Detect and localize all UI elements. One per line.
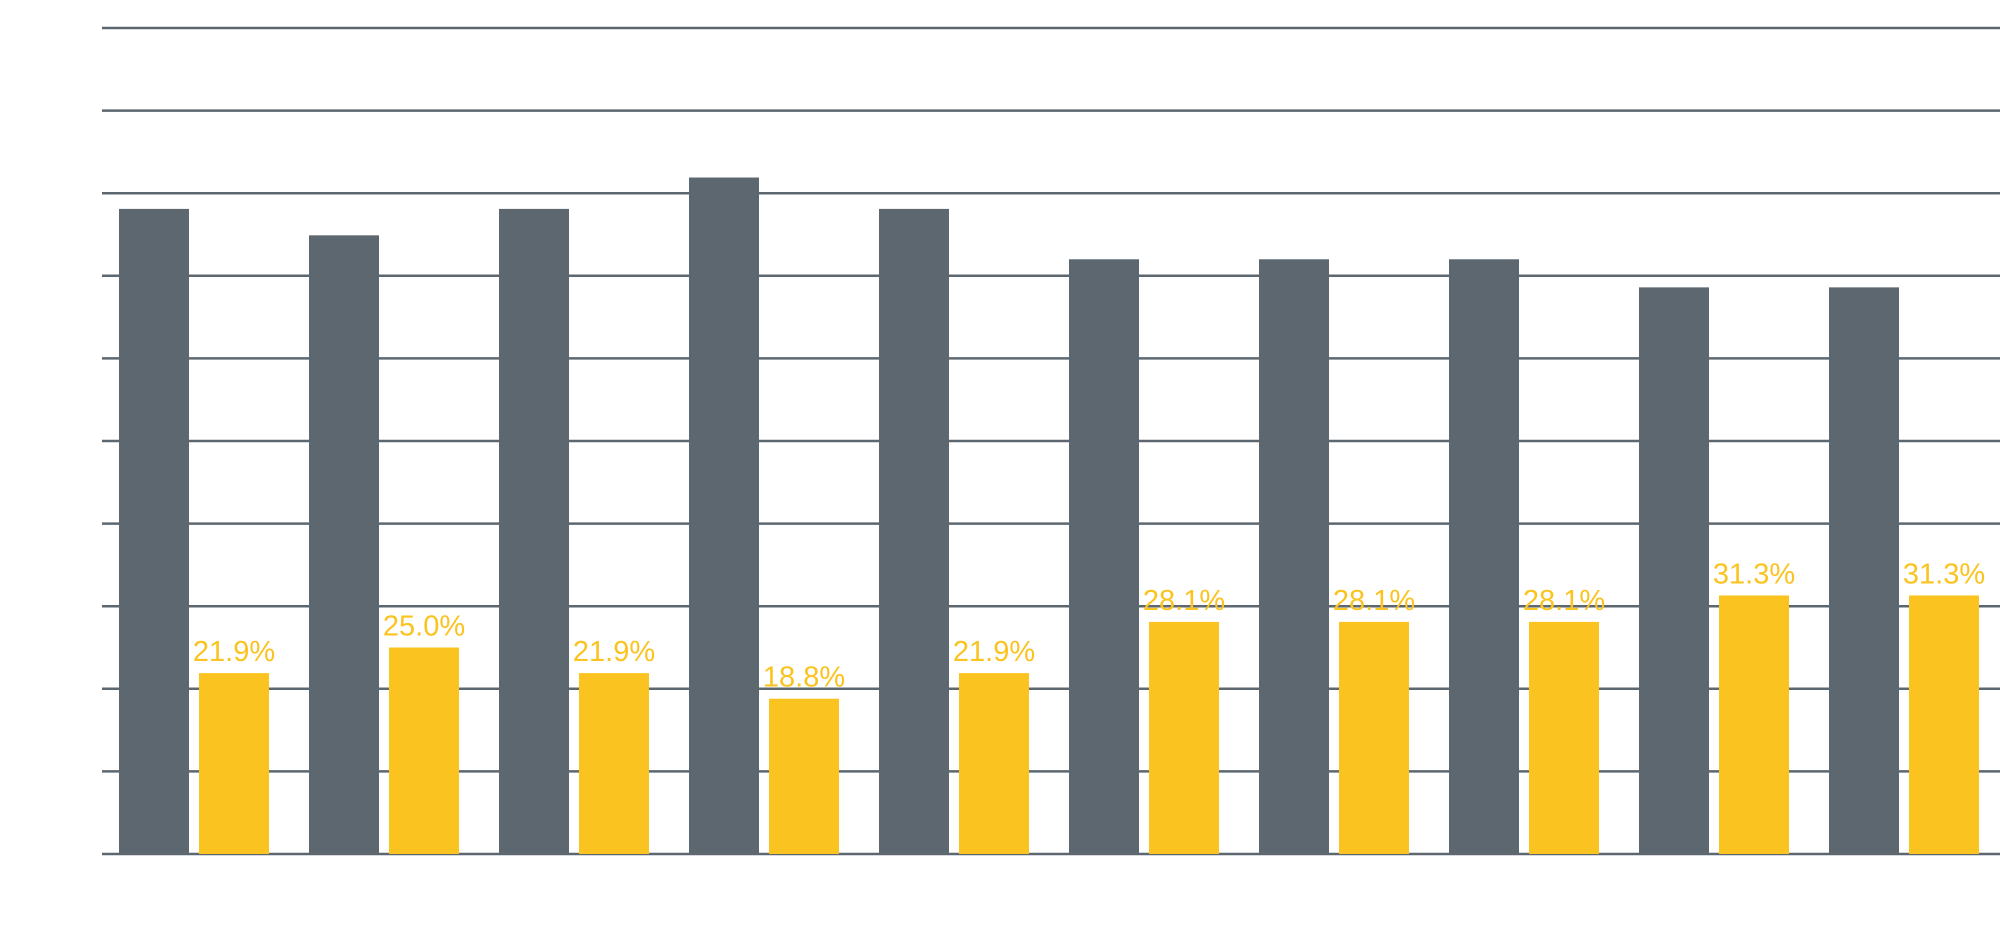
bar-series-2 <box>1149 621 1219 854</box>
data-label: 21.9% <box>573 636 655 668</box>
data-label: 18.8% <box>763 662 845 694</box>
bar-series-2 <box>769 698 839 854</box>
bar-series-1 <box>119 208 189 855</box>
data-label: 28.1% <box>1523 585 1605 617</box>
bar-series-1 <box>1639 287 1709 854</box>
bar-series-2 <box>1529 621 1599 854</box>
bar-series-2 <box>1339 621 1409 854</box>
bar-series-1 <box>1449 259 1519 854</box>
data-label: 28.1% <box>1143 585 1225 617</box>
bar-series-2 <box>579 673 649 854</box>
bar-series-1 <box>1829 287 1899 854</box>
bar-series-1 <box>689 177 759 855</box>
data-labels: 21.9% 25.0% 21.9% 18.8% 21.9% 28.1% 28.1% 28.1%… <box>193 558 1985 693</box>
bar-series-2 <box>389 647 459 854</box>
data-label: 28.1% <box>1333 585 1415 617</box>
bars <box>119 177 1979 855</box>
data-label: 31.3% <box>1903 558 1985 590</box>
bar-series-2 <box>1719 595 1789 854</box>
data-label: 21.9% <box>193 636 275 668</box>
bar-series-1 <box>1259 259 1329 854</box>
data-label: 25.0% <box>383 611 465 643</box>
grid-lines <box>102 26 2000 856</box>
bar-series-2 <box>959 673 1029 854</box>
bar-series-2 <box>1909 595 1979 854</box>
data-label: 31.3% <box>1713 558 1795 590</box>
bar-series-1 <box>1069 259 1139 854</box>
bar-series-2 <box>199 673 269 854</box>
bar-series-1 <box>879 208 949 855</box>
bar-series-1 <box>309 235 379 855</box>
bar-series-1 <box>499 208 569 855</box>
data-label: 21.9% <box>953 636 1035 668</box>
